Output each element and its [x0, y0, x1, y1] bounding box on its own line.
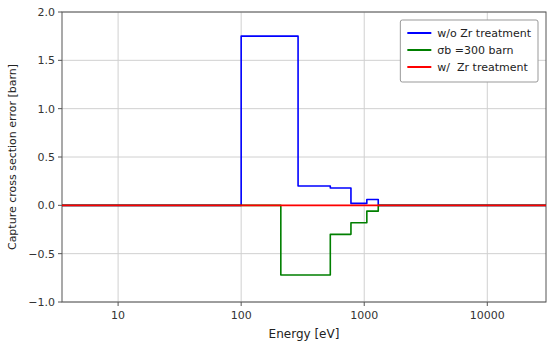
y-tick-label: 1.0 — [38, 103, 56, 116]
y-grid-line — [62, 108, 546, 109]
x-tick-label: 100 — [231, 309, 252, 322]
y-tick — [58, 157, 62, 158]
series-group — [62, 36, 546, 275]
legend-box — [400, 20, 538, 82]
y-grid-line — [62, 205, 546, 206]
legend-label: w/ Zr treatment — [437, 61, 528, 74]
y-tick-label: −0.5 — [28, 248, 55, 261]
y-tick — [58, 108, 62, 109]
x-axis-label: Energy [eV] — [269, 327, 340, 341]
legend-swatch — [407, 32, 431, 34]
x-tick — [487, 302, 488, 306]
grid — [62, 12, 546, 302]
y-tick — [58, 60, 62, 61]
y-tick-label: −1.0 — [28, 296, 55, 309]
legend-swatch — [407, 66, 431, 68]
x-tick — [364, 302, 365, 306]
x-tick-label: 10 — [111, 309, 125, 322]
legend: w/o Zr treatment σb =300 barn w/ Zr treatm… — [400, 20, 538, 82]
x-tick — [241, 302, 242, 306]
x-tick — [118, 302, 119, 306]
y-tick — [58, 302, 62, 303]
y-grid-line — [62, 253, 546, 254]
legend-label: σb =300 barn — [437, 44, 513, 57]
legend-swatch — [407, 49, 431, 51]
y-tick-label: 1.5 — [38, 54, 56, 67]
plot-background — [62, 12, 546, 302]
plot-frame — [62, 12, 546, 302]
series-line — [62, 36, 546, 205]
y-axis-label: Capture cross section error [barn] — [6, 64, 19, 250]
series-line — [62, 205, 546, 207]
y-grid-line — [62, 157, 546, 158]
y-tick-label: 0.5 — [38, 151, 56, 164]
y-tick — [58, 253, 62, 254]
y-tick — [58, 12, 62, 13]
x-tick-label: 10000 — [470, 309, 505, 322]
axes: 10 100 1000 10000 −1.0 −0.5 0.0 0.5 1.0 1.5 2.0 — [28, 6, 546, 322]
chart-svg: 10 100 1000 10000 −1.0 −0.5 0.0 0.5 1.0 1.5 2.0 Ene… — [0, 0, 560, 346]
series-line — [62, 205, 546, 275]
y-tick-label: 2.0 — [38, 6, 56, 19]
y-tick-label: 0.0 — [38, 199, 56, 212]
chart-container: 10 100 1000 10000 −1.0 −0.5 0.0 0.5 1.0 1.5 2.0 Ene… — [0, 0, 560, 346]
legend-label: w/o Zr treatment — [437, 27, 531, 40]
x-tick-label: 1000 — [350, 309, 378, 322]
y-tick — [58, 205, 62, 206]
